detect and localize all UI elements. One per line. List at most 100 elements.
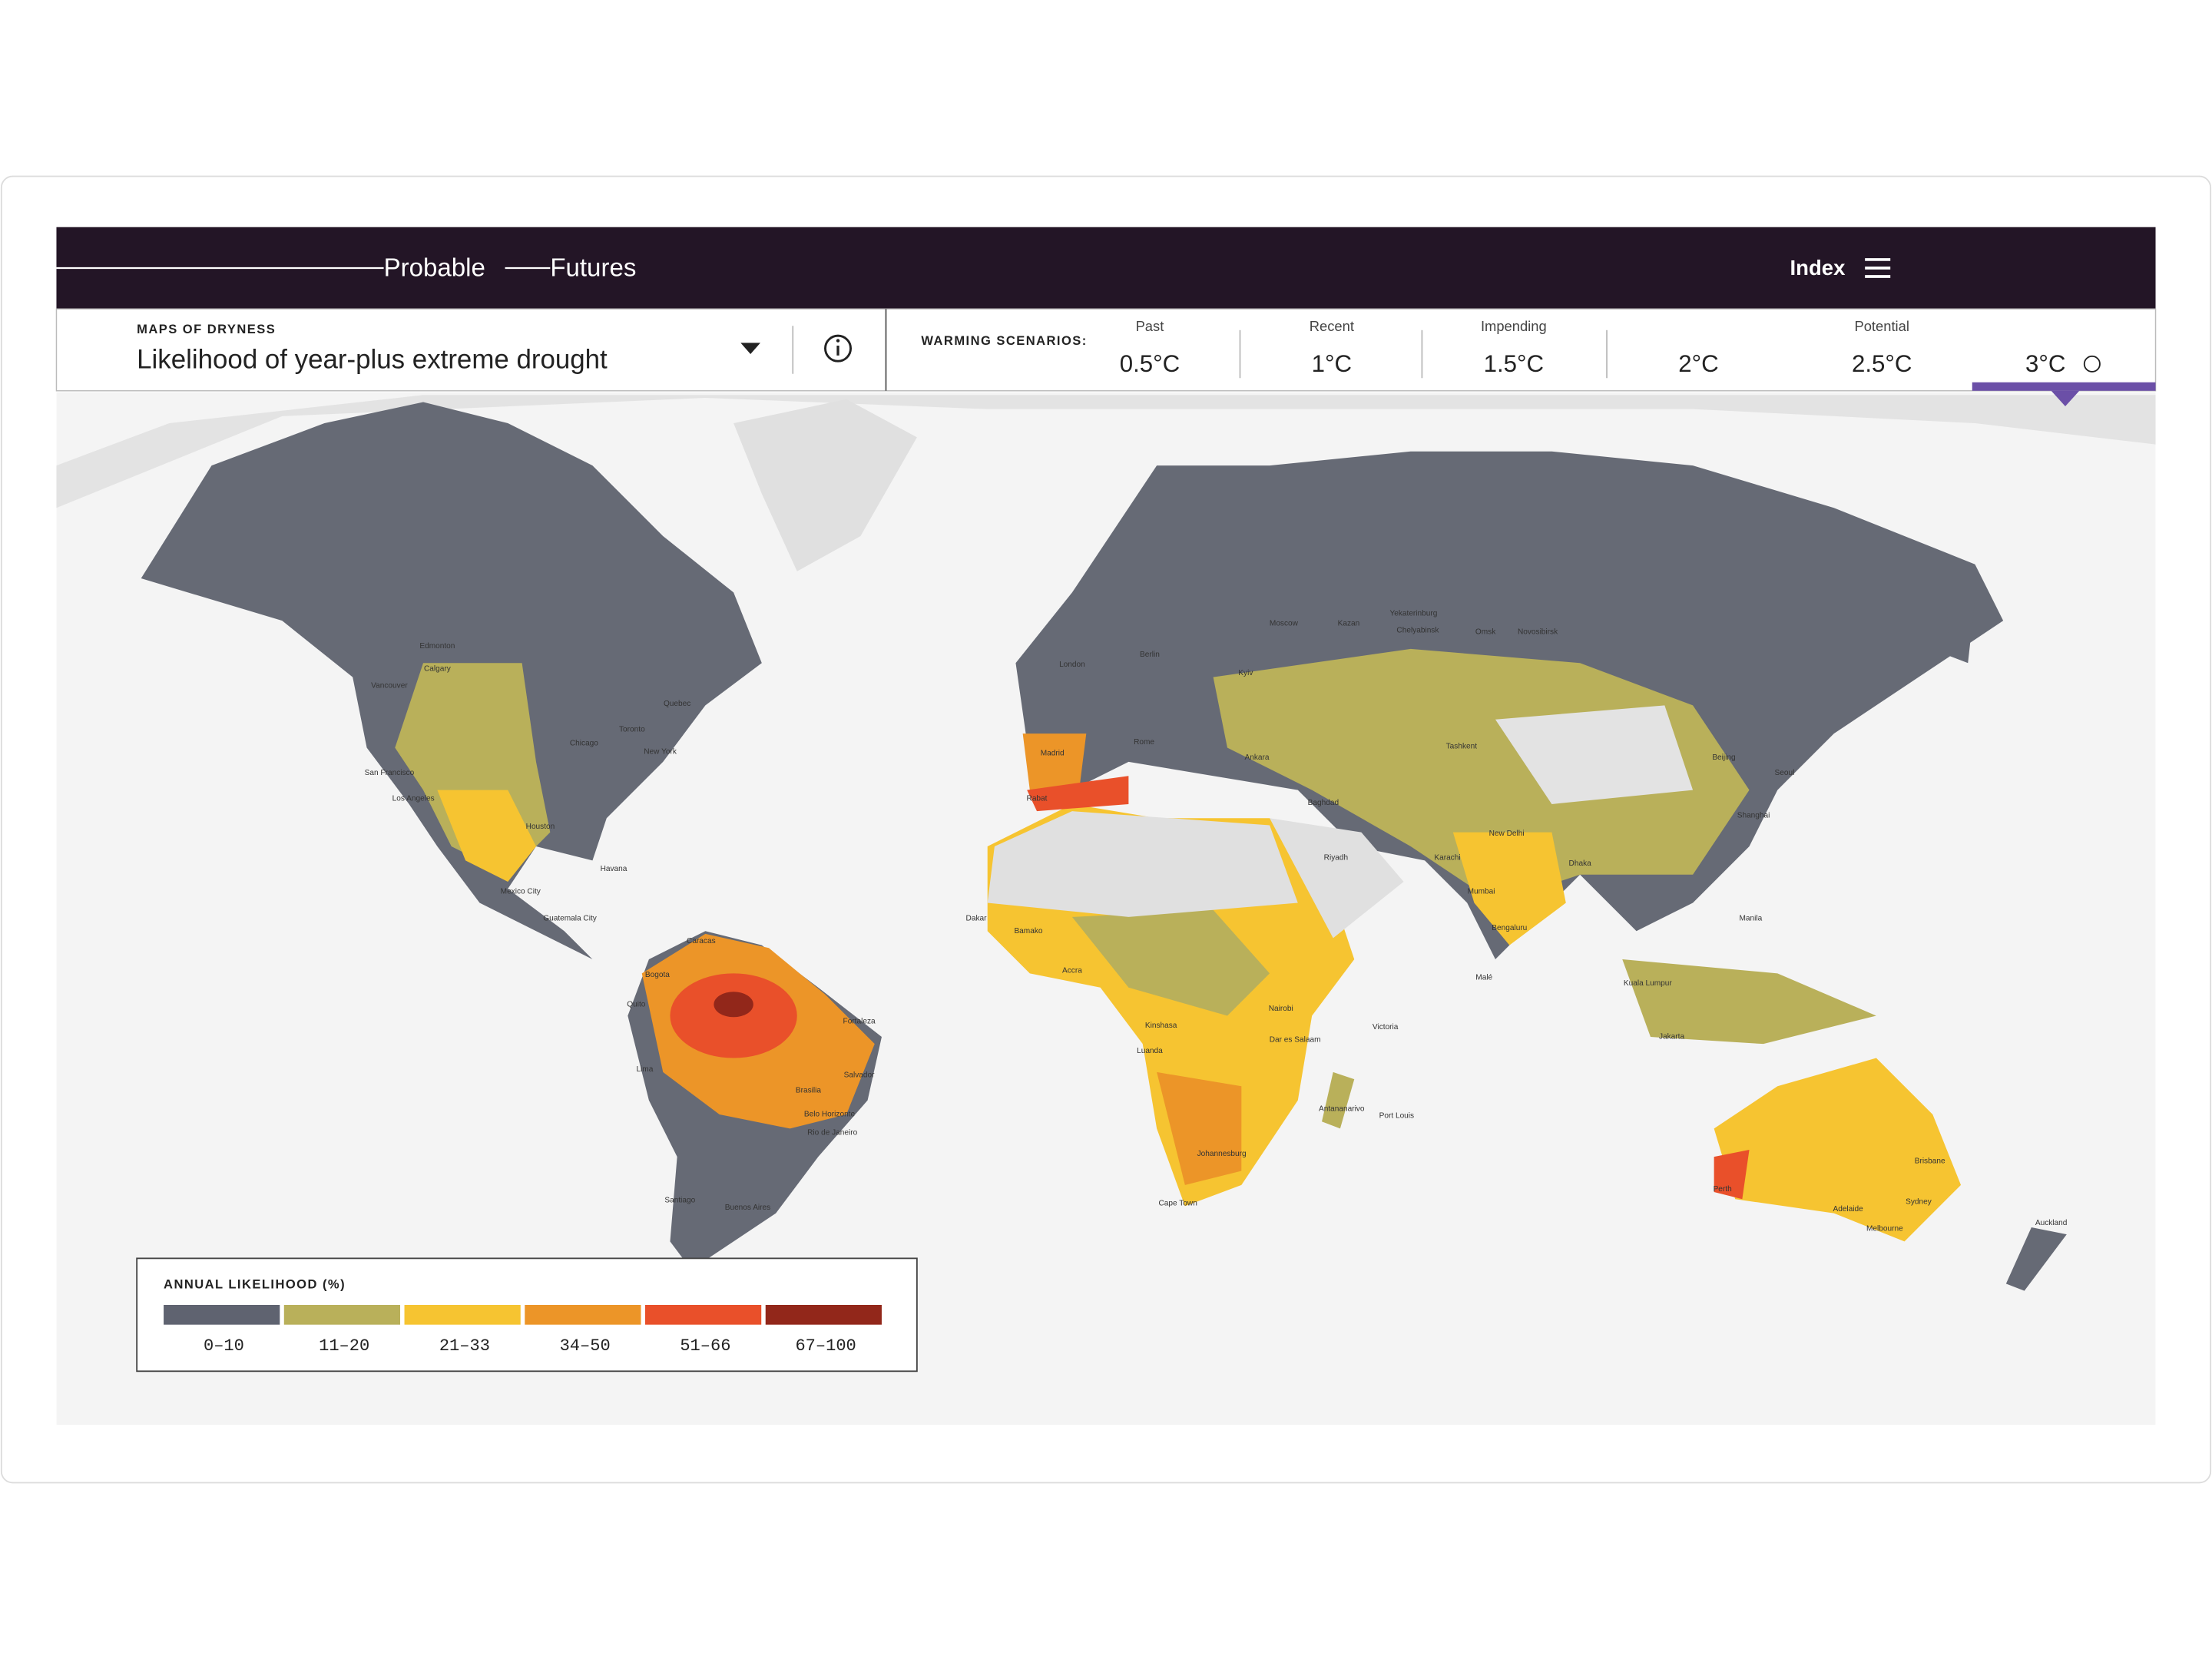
city-label: Dhaka: [1569, 859, 1592, 868]
city-label: Melbourne: [1866, 1224, 1903, 1233]
scenario-label: Past: [1136, 318, 1164, 334]
city-label: Toronto: [619, 725, 645, 733]
scenario-tab[interactable]: 2°C: [1678, 350, 1718, 377]
city-label: Dar es Salaam: [1270, 1035, 1321, 1044]
city-label: Sydney: [1906, 1198, 1932, 1207]
madagascar: [1322, 1071, 1355, 1129]
city-label: Adelaide: [1833, 1205, 1863, 1214]
info-button[interactable]: [824, 334, 853, 363]
map-select[interactable]: Likelihood of year-plus extreme drought: [137, 344, 608, 374]
info-icon: [2083, 355, 2101, 373]
legend-label: 21–33: [439, 1336, 490, 1356]
dropdown-arrow[interactable]: [740, 343, 760, 355]
scenario-label: Potential: [1854, 318, 1909, 334]
city-label: Cape Town: [1159, 1199, 1197, 1207]
dry-region: [1071, 909, 1270, 1016]
scenario-tab[interactable]: Impending 1.5°C: [1481, 318, 1547, 377]
legend-label: 11–20: [319, 1336, 369, 1356]
city-label: Brisbane: [1915, 1157, 1945, 1165]
eyebrow: MAPS OF DRYNESS: [137, 322, 276, 336]
scenario-value: 1°C: [1312, 350, 1352, 377]
scenario-tab[interactable]: Recent 1°C: [1310, 318, 1354, 377]
arctic: [56, 395, 2156, 508]
city-label: Lima: [636, 1065, 653, 1074]
city-label: Caracas: [687, 937, 716, 945]
dry-region: [1157, 1071, 1242, 1185]
city-label: Shanghai: [1737, 811, 1770, 820]
arabia: [1270, 818, 1404, 939]
legend-label: 51–66: [680, 1336, 730, 1356]
header-bar: [56, 227, 2156, 310]
city-label: Chicago: [570, 740, 598, 748]
city-label: Moscow: [1270, 620, 1299, 628]
city-label: Ankara: [1245, 753, 1270, 762]
city-label: Yekaterinburg: [1389, 610, 1437, 618]
city-label: Los Angeles: [392, 794, 435, 803]
scenario-tab[interactable]: Potential 2.5°C: [1852, 318, 1912, 377]
city-label: Mexico City: [501, 887, 541, 896]
legend-swatch: [645, 1304, 762, 1325]
city-label: Seoul: [1775, 769, 1795, 777]
legend-swatch: [404, 1304, 521, 1325]
city-label: Dakar: [966, 914, 988, 922]
menu-icon[interactable]: [1865, 258, 1891, 278]
scenario-value: 2°C: [1678, 350, 1718, 377]
city-label: Guatemala City: [543, 914, 598, 922]
city-label: Antananarivo: [1319, 1104, 1365, 1113]
scenario-value: 0.5°C: [1120, 350, 1180, 377]
legend-swatch: [525, 1304, 641, 1325]
islands: [1622, 959, 1876, 1045]
legend-swatch: [765, 1304, 882, 1325]
kamchatka: [1946, 599, 1975, 664]
city-label: Novosibirsk: [1518, 628, 1558, 637]
map[interactable]: Edmonton Calgary Vancouver Chicago Toronto Qu…: [56, 392, 2156, 1426]
sahara: [987, 811, 1298, 917]
legend-swatch: [164, 1304, 280, 1325]
city-label: London: [1059, 661, 1085, 669]
desert: [1495, 705, 1694, 804]
city-label: Belo Horizonte: [804, 1111, 856, 1119]
city-label: Buenos Aires: [725, 1204, 770, 1212]
dry-region: [1714, 1149, 1750, 1200]
dry-region: [1452, 832, 1566, 945]
legend-label: 0–10: [204, 1336, 244, 1356]
scenario-value: 2.5°C: [1852, 350, 1912, 377]
city-label: Vancouver: [371, 681, 408, 690]
city-label: Fortaleza: [843, 1017, 876, 1025]
menu-label[interactable]: Index: [1790, 256, 1846, 280]
new-zealand: [2005, 1227, 2067, 1291]
city-label: Beijing: [1712, 753, 1735, 762]
scenario-tab[interactable]: Past 0.5°C: [1120, 318, 1180, 377]
city-label: Bamako: [1014, 927, 1042, 935]
dry-region: [714, 992, 753, 1018]
city-label: Salvador: [844, 1071, 875, 1079]
city-label: Accra: [1062, 966, 1082, 975]
city-label: Tashkent: [1446, 742, 1478, 750]
city-label: Quito: [627, 1000, 646, 1008]
city-label: Santiago: [664, 1197, 695, 1205]
city-label: Rabat: [1027, 794, 1048, 803]
scenario-tab[interactable]: 3°C: [1972, 350, 2156, 406]
brand[interactable]: Probable: [384, 254, 485, 283]
city-label: Bogota: [645, 971, 670, 979]
city-label: Perth: [1714, 1185, 1732, 1194]
brand[interactable]: Futures: [550, 254, 636, 283]
city-label: New Delhi: [1489, 830, 1525, 838]
city-label: Madrid: [1041, 749, 1065, 757]
legend-label: 67–100: [795, 1336, 856, 1356]
city-label: Malé: [1475, 974, 1492, 982]
city-label: San Francisco: [365, 769, 415, 777]
scenarios-heading: WARMING SCENARIOS:: [921, 333, 1087, 348]
city-label: Luanda: [1137, 1047, 1163, 1055]
city-label: Baghdad: [1308, 799, 1339, 807]
city-label: New York: [644, 748, 677, 757]
city-label: Brasilia: [796, 1086, 821, 1094]
city-label: Rome: [1134, 738, 1154, 747]
scenario-label: Impending: [1481, 318, 1547, 334]
scenario-value: 1.5°C: [1484, 350, 1544, 377]
city-label: Calgary: [424, 664, 452, 673]
control-bar: [55, 308, 2157, 392]
city-label: Kuala Lumpur: [1624, 979, 1672, 988]
australia: [1714, 1058, 1962, 1242]
